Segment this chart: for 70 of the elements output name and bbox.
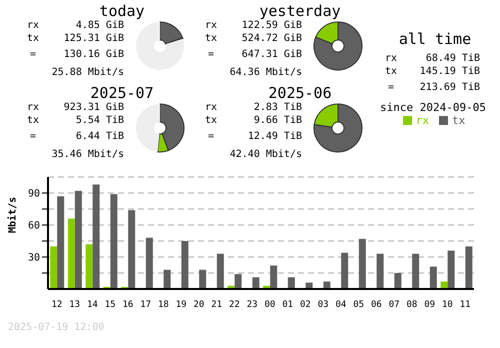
x-tick-label: 20 bbox=[193, 300, 204, 310]
x-tick-label: 07 bbox=[388, 300, 400, 310]
text: 25.88 Mbit/s bbox=[50, 67, 124, 80]
x-tick-label: 04 bbox=[335, 300, 346, 310]
x-tick-label: 16 bbox=[122, 300, 134, 310]
text: 2.83 TiB bbox=[252, 102, 302, 115]
chart-title: today bbox=[98, 2, 146, 20]
x-tick-label: 08 bbox=[406, 300, 418, 310]
x-tick-label: 02 bbox=[300, 300, 311, 310]
x-tick-label: 01 bbox=[282, 300, 294, 310]
text: 125.31 GiB bbox=[62, 33, 124, 46]
x-tick-label: 14 bbox=[86, 300, 98, 310]
x-tick-label: 11 bbox=[460, 300, 471, 310]
x-tick-label: 23 bbox=[246, 300, 258, 310]
chart-title: 2025-06 bbox=[268, 84, 332, 102]
x-tick-label: 05 bbox=[353, 300, 364, 310]
x-tick-label: 10 bbox=[442, 300, 453, 310]
text: 5.54 TiB bbox=[74, 115, 124, 128]
x-tick-label: 06 bbox=[370, 300, 382, 310]
text: rx bbox=[26, 102, 40, 115]
text: 64.36 Mbit/s bbox=[228, 67, 302, 80]
text: 524.72 GiB bbox=[240, 33, 302, 46]
text: tx bbox=[26, 33, 40, 46]
x-tick-label: 18 bbox=[158, 300, 169, 310]
x-tick-label: 12 bbox=[51, 300, 62, 310]
text: 923.31 GiB bbox=[62, 102, 124, 115]
legend-label: rx bbox=[416, 114, 429, 127]
x-tick-label: 13 bbox=[69, 300, 80, 310]
y-tick-label: 30 bbox=[28, 252, 40, 264]
y-tick-label: 90 bbox=[28, 188, 40, 200]
text: rx bbox=[384, 53, 398, 66]
x-tick-label: 00 bbox=[264, 300, 276, 310]
text: 35.46 Mbit/s bbox=[50, 149, 124, 162]
text: rx bbox=[26, 20, 40, 33]
y-tick-label: 60 bbox=[28, 220, 40, 232]
text: = bbox=[28, 49, 38, 62]
chart-title: 2025-07 bbox=[89, 84, 155, 102]
chart-title: yesterday bbox=[258, 2, 342, 20]
text: 145.19 TiB bbox=[418, 66, 480, 79]
text: 6.44 TiB bbox=[74, 131, 124, 144]
x-tick-label: 22 bbox=[228, 300, 240, 310]
x-tick-label: 15 bbox=[104, 300, 116, 310]
text: = bbox=[386, 82, 396, 95]
text: tx bbox=[204, 33, 218, 46]
text: = bbox=[206, 131, 216, 144]
text: tx bbox=[204, 115, 218, 128]
x-tick-label: 21 bbox=[211, 300, 222, 310]
text: 68.49 TiB bbox=[424, 53, 480, 66]
text: 122.59 GiB bbox=[240, 20, 302, 33]
x-tick-label: 19 bbox=[176, 300, 187, 310]
text: 12.49 TiB bbox=[246, 131, 302, 144]
x-tick-label: 03 bbox=[318, 300, 329, 310]
y-axis-title: Mbit/s bbox=[6, 196, 19, 233]
legend-label: tx bbox=[452, 114, 466, 127]
text: since 2024-09-05 bbox=[380, 101, 487, 114]
text: tx bbox=[26, 115, 40, 128]
text: 42.40 Mbit/s bbox=[228, 149, 302, 162]
text: rx bbox=[204, 20, 218, 33]
x-tick-label: 09 bbox=[424, 300, 436, 310]
text: tx bbox=[384, 66, 398, 79]
text: 647.31 GiB bbox=[240, 49, 302, 62]
text: 130.16 GiB bbox=[62, 49, 124, 62]
text: 9.66 TiB bbox=[252, 115, 302, 128]
text: rx bbox=[204, 102, 218, 115]
text: = bbox=[206, 49, 216, 62]
text: = bbox=[28, 131, 38, 144]
text: 4.85 GiB bbox=[74, 20, 124, 33]
x-tick-label: 17 bbox=[140, 300, 152, 310]
text: all time bbox=[398, 30, 472, 48]
text: 213.69 TiB bbox=[418, 82, 480, 95]
